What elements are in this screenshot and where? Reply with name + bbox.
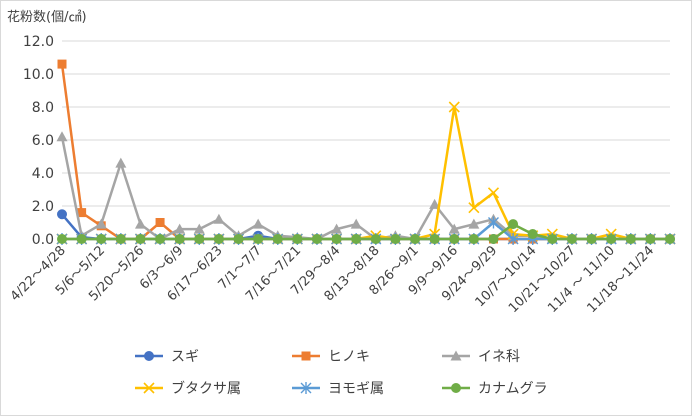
data-point — [507, 233, 519, 245]
data-point — [645, 234, 656, 244]
data-point — [76, 234, 87, 244]
data-point — [350, 218, 362, 229]
data-point — [606, 234, 617, 244]
data-point — [451, 383, 461, 393]
data-point — [56, 131, 68, 142]
data-point — [57, 209, 67, 220]
data-point — [468, 218, 480, 229]
data-point — [194, 234, 205, 244]
y-axis-title: 花粉数(個/㎠) — [7, 9, 87, 25]
data-point — [233, 234, 244, 244]
data-point — [193, 223, 205, 234]
y-tick-label: 10.0 — [23, 67, 54, 83]
data-point — [174, 223, 186, 234]
legend-item: カナムグラ — [442, 381, 548, 397]
data-point — [468, 202, 480, 214]
data-point — [429, 198, 441, 209]
data-point — [625, 234, 636, 244]
legend-item: ヒノキ — [292, 349, 370, 365]
legend-label: ヨモギ属 — [328, 381, 384, 397]
y-tick-label: 6.0 — [32, 133, 54, 149]
series-line — [60, 136, 670, 241]
data-point — [300, 382, 312, 394]
data-point — [508, 219, 519, 230]
data-point — [429, 234, 440, 244]
data-point — [134, 218, 146, 229]
data-point — [370, 234, 381, 244]
data-point — [213, 213, 225, 224]
series-line — [60, 63, 670, 241]
data-point — [448, 101, 460, 113]
data-point — [115, 157, 127, 168]
data-point — [143, 382, 155, 394]
data-point — [331, 234, 342, 244]
series-6 — [57, 219, 675, 244]
data-point — [311, 234, 322, 244]
data-point — [487, 187, 500, 199]
data-point — [77, 208, 87, 218]
data-point — [547, 234, 558, 244]
data-point — [487, 216, 499, 229]
legend-label: スギ — [171, 349, 199, 365]
y-tick-label: 4.0 — [32, 166, 54, 182]
data-point — [410, 234, 421, 244]
series-2 — [57, 59, 675, 244]
data-point — [292, 234, 303, 244]
data-point — [96, 234, 107, 244]
data-point — [252, 218, 264, 229]
x-tick-labels: 4/22〜4/285/6〜5/125/20〜5/266/3〜6/96/17〜6/… — [8, 243, 657, 316]
legend-item: イネ科 — [442, 349, 520, 365]
legend-label: カナムグラ — [478, 381, 548, 397]
data-point — [665, 234, 675, 244]
data-point — [331, 223, 343, 234]
data-point — [174, 234, 185, 244]
legend-label: ブタクサ属 — [171, 380, 241, 397]
data-point — [450, 350, 462, 361]
data-point — [115, 234, 126, 244]
data-point — [301, 351, 311, 361]
data-point — [95, 218, 107, 229]
y-tick-label: 2.0 — [32, 199, 54, 215]
legend-label: イネ科 — [478, 349, 520, 365]
data-point — [468, 234, 479, 244]
data-point — [390, 234, 401, 244]
legend-item: ヨモギ属 — [292, 381, 384, 397]
data-point — [155, 234, 166, 244]
series-group — [56, 59, 676, 245]
data-point — [57, 234, 67, 244]
gridlines — [62, 40, 670, 240]
series-3 — [56, 131, 676, 244]
legend-label: ヒノキ — [328, 349, 370, 365]
y-tick-label: 12.0 — [23, 34, 54, 50]
y-tick-labels: 0.0 2.0 4.0 6.0 8.0 10.0 12.0 — [23, 34, 54, 248]
data-point — [155, 218, 165, 227]
data-point — [135, 234, 146, 244]
data-point — [213, 234, 224, 244]
data-point — [566, 234, 577, 244]
y-tick-label: 0.0 — [32, 232, 54, 248]
legend-item: ブタクサ属 — [135, 380, 241, 397]
data-point — [488, 234, 499, 244]
data-point — [448, 223, 460, 234]
data-point — [351, 234, 362, 244]
data-point — [57, 59, 67, 69]
y-tick-label: 8.0 — [32, 100, 54, 116]
data-point — [449, 234, 460, 244]
data-point — [272, 234, 283, 244]
legend-item: スギ — [135, 349, 199, 365]
data-point — [586, 234, 597, 244]
data-point — [144, 351, 154, 361]
data-point — [527, 229, 538, 240]
data-point — [253, 234, 264, 244]
